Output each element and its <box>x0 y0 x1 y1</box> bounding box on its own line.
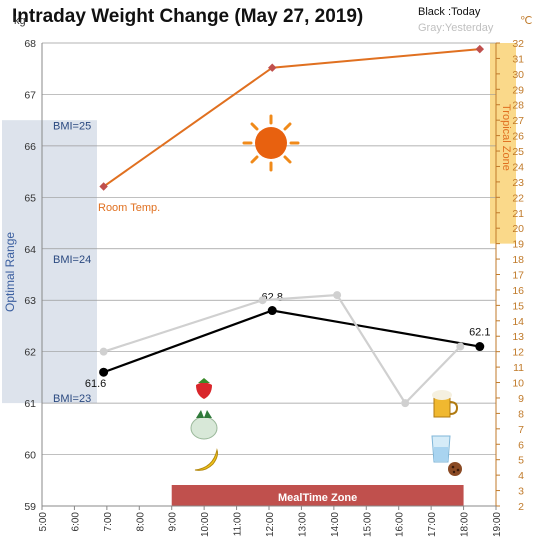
right-axis-ticks: 2345678910111213141516171819202122232425… <box>496 38 524 513</box>
data-point <box>99 367 109 377</box>
right-tick-label: 21 <box>512 208 524 220</box>
right-tick-label: 20 <box>512 223 524 235</box>
right-tick-label: 2 <box>518 501 524 513</box>
right-tick-label: 30 <box>512 69 524 81</box>
x-tick-label: 14:00 <box>330 512 341 537</box>
gridlines <box>42 42 496 507</box>
chart-title: Intraday Weight Change (May 27, 2019) <box>12 6 363 27</box>
data-point <box>99 347 108 356</box>
left-tick-label: 67 <box>24 89 36 101</box>
x-tick-label: 8:00 <box>135 512 146 532</box>
left-axis-ticks: 59 60 61 62 63 64 65 66 67 68 <box>24 38 36 513</box>
legend-yesterday: Gray:Yesterday <box>418 22 494 34</box>
right-tick-label: 22 <box>512 192 524 204</box>
right-tick-label: 26 <box>512 131 524 143</box>
left-unit: kg <box>14 15 26 27</box>
right-tick-label: 10 <box>512 378 524 390</box>
right-tick-label: 16 <box>512 285 524 297</box>
x-tick-label: 13:00 <box>297 512 308 537</box>
right-tick-label: 14 <box>512 316 524 328</box>
data-point <box>268 63 277 72</box>
x-tick-label: 12:00 <box>265 512 276 537</box>
right-tick-label: 17 <box>512 270 524 282</box>
series-line <box>103 309 480 374</box>
data-point <box>401 399 410 408</box>
turnip-icon <box>190 410 218 440</box>
tropical-zone-band <box>490 43 516 244</box>
right-tick-label: 19 <box>512 239 524 251</box>
right-tick-label: 31 <box>512 53 524 65</box>
bmi-label: BMI=25 <box>53 120 91 132</box>
left-tick-label: 66 <box>24 141 36 153</box>
left-tick-label: 59 <box>24 501 36 513</box>
cookie-icon <box>448 462 462 476</box>
data-point <box>99 182 108 191</box>
banana-icon <box>194 448 218 471</box>
right-tick-label: 7 <box>518 424 524 436</box>
x-tick-label: 19:00 <box>492 512 503 537</box>
left-tick-label: 61 <box>24 398 36 410</box>
right-tick-label: 29 <box>512 84 524 96</box>
x-tick-label: 9:00 <box>168 512 179 532</box>
right-tick-label: 24 <box>512 161 524 173</box>
data-point <box>333 291 342 300</box>
x-tick-label: 18:00 <box>460 512 471 537</box>
data-point <box>475 342 485 352</box>
right-tick-label: 4 <box>518 470 524 482</box>
data-point <box>258 296 267 305</box>
left-tick-label: 65 <box>24 192 36 204</box>
data-point <box>475 44 485 54</box>
right-tick-label: 13 <box>512 331 524 343</box>
x-tick-label: 5:00 <box>38 512 49 532</box>
left-tick-label: 68 <box>24 38 36 50</box>
strawberry-icon <box>196 378 212 399</box>
right-tick-label: 27 <box>512 115 524 127</box>
x-tick-label: 16:00 <box>395 512 406 537</box>
right-tick-label: 9 <box>518 393 524 405</box>
x-tick-label: 7:00 <box>103 512 114 532</box>
sun-icon <box>242 114 300 172</box>
data-label: 62.1 <box>469 327 490 339</box>
water-glass-icon <box>431 435 451 463</box>
x-tick-label: 17:00 <box>427 512 438 537</box>
right-tick-label: 6 <box>518 439 524 451</box>
data-point <box>267 306 277 316</box>
series-layer: 61.662.862.1 <box>85 44 490 408</box>
optimal-range-label: Optimal Range <box>3 232 17 312</box>
room-temp-label: Room Temp. <box>98 202 160 214</box>
left-tick-label: 63 <box>24 295 36 307</box>
left-tick-label: 60 <box>24 450 36 462</box>
optimal-range-band <box>2 120 97 404</box>
x-tick-label: 15:00 <box>362 512 373 537</box>
right-tick-label: 3 <box>518 486 524 498</box>
right-tick-label: 11 <box>513 362 524 374</box>
right-tick-label: 28 <box>512 100 524 112</box>
right-tick-label: 23 <box>512 177 524 189</box>
x-tick-label: 11:00 <box>233 512 244 537</box>
beer-icon <box>432 390 459 418</box>
left-tick-label: 62 <box>24 347 36 359</box>
bmi-label: BMI=24 <box>53 254 91 266</box>
right-tick-label: 8 <box>518 408 524 420</box>
right-tick-label: 25 <box>512 146 524 158</box>
right-tick-label: 18 <box>512 254 524 266</box>
x-tick-label: 6:00 <box>70 512 81 532</box>
right-tick-label: 32 <box>512 38 524 50</box>
mealtime-zone-band <box>171 485 464 506</box>
right-unit: ℃ <box>520 15 532 27</box>
right-tick-label: 5 <box>518 455 524 467</box>
data-label: 61.6 <box>85 378 106 390</box>
mealtime-zone-label: MealTime Zone <box>278 492 357 504</box>
tropical-zone-label: Tropical Zone <box>500 104 512 171</box>
left-tick-label: 64 <box>24 244 36 256</box>
x-tick-label: 10:00 <box>200 512 211 537</box>
legend-today: Black :Today <box>418 6 481 18</box>
data-point <box>456 342 465 351</box>
series-line <box>103 48 480 188</box>
bmi-label: BMI=23 <box>53 393 91 405</box>
x-axis-ticks: 5:00 6:00 7:00 8:00 9:00 10:00 11:00 12:00 13:00… <box>38 506 503 537</box>
right-tick-label: 12 <box>512 347 524 359</box>
right-tick-label: 15 <box>512 300 524 312</box>
